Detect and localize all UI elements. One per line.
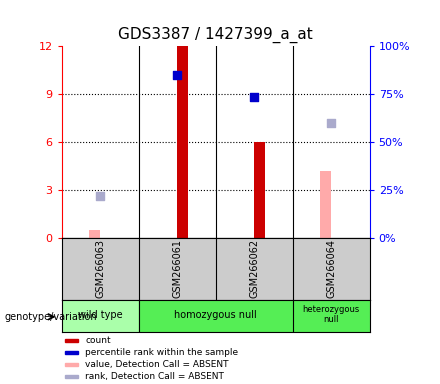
Title: GDS3387 / 1427399_a_at: GDS3387 / 1427399_a_at [118,27,313,43]
Point [173,72,181,78]
Text: genotype/variation: genotype/variation [4,312,97,322]
Bar [177,46,188,238]
Text: heterozygous
null: heterozygous null [302,305,360,324]
Bar [65,374,78,377]
Text: count: count [85,336,111,344]
Bar [65,339,78,342]
Text: percentile rank within the sample: percentile rank within the sample [85,348,238,357]
Bar [65,362,78,366]
Text: GSM266063: GSM266063 [95,239,105,298]
Bar [320,171,331,238]
Text: GSM266061: GSM266061 [172,239,182,298]
Text: GSM266062: GSM266062 [249,239,259,298]
Bar [139,300,293,332]
Bar [293,300,370,332]
Point [327,120,335,126]
Text: homozygous null: homozygous null [174,310,257,320]
Point [251,94,258,100]
Bar [254,142,265,238]
Bar [65,351,78,354]
Text: GSM266064: GSM266064 [326,239,336,298]
Bar [62,300,139,332]
Text: value, Detection Call = ABSENT: value, Detection Call = ABSENT [85,359,228,369]
Text: rank, Detection Call = ABSENT: rank, Detection Call = ABSENT [85,371,224,381]
Bar [89,230,100,238]
Text: wild type: wild type [78,310,122,320]
Point [97,194,104,200]
